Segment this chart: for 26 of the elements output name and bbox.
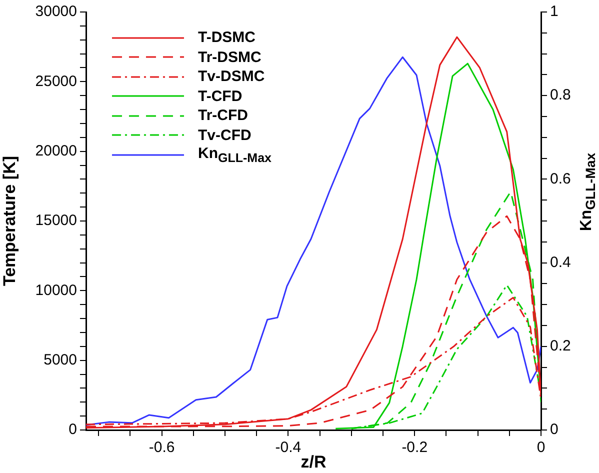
- legend-label: T-DSMC: [198, 29, 256, 46]
- legend-label: Tr-CFD: [198, 107, 248, 124]
- x-tick-label: 0: [536, 439, 546, 456]
- legend-label: Tv-DSMC: [198, 68, 265, 86]
- y2-tick-label: 0: [550, 421, 558, 438]
- y2-tick-label: 1: [550, 3, 558, 20]
- y2-tick-label: 0.2: [550, 338, 571, 355]
- y2-tick-label: 0.4: [550, 254, 571, 271]
- legend-label: Tv-CFD: [198, 126, 252, 144]
- y-tick-label: 25000: [35, 72, 77, 90]
- x-tick-label: -0.4: [275, 439, 302, 456]
- y-tick-label: 10000: [35, 282, 77, 299]
- y-tick-label: 30000: [35, 3, 77, 20]
- y-axis-title: Temperature [K]: [0, 156, 19, 286]
- legend-label: T-CFD: [198, 88, 242, 105]
- legend-label: Kn$_{GLL-Max}$: [198, 144, 272, 165]
- y2-tick-label: 0.6: [550, 170, 571, 188]
- x-tick-label: -0.2: [402, 439, 428, 456]
- legend-label: Tr-DSMC: [198, 48, 262, 66]
- y2-tick-label: 0.8: [550, 86, 571, 104]
- y-tick-label: 5000: [44, 351, 77, 368]
- x-axis-title: z/R: [300, 452, 326, 472]
- x-tick-label: -0.6: [148, 439, 175, 456]
- y-tick-label: 20000: [35, 142, 77, 160]
- y-tick-label: 15000: [35, 212, 77, 230]
- y-tick-label: 0: [68, 421, 77, 438]
